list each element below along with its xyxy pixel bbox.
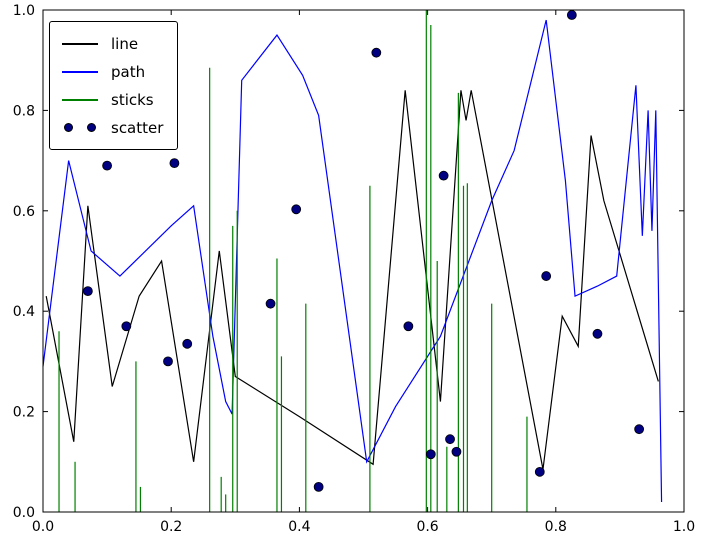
path-legend-sample: [62, 70, 98, 73]
legend-label-sticks: sticks: [111, 90, 154, 109]
svg-text:1.0: 1.0: [13, 3, 35, 19]
scatter-dot-icon: [87, 123, 96, 132]
legend-item-scatter: scatter: [62, 115, 163, 140]
legend-item-path: path: [62, 59, 163, 84]
legend-label-path: path: [111, 62, 146, 81]
svg-text:0.8: 0.8: [13, 103, 35, 119]
svg-text:0.2: 0.2: [13, 405, 35, 421]
legend: line path sticks scatter: [49, 21, 179, 150]
scatter-dot-icon: [64, 123, 73, 132]
sticks-legend-sample: [62, 98, 98, 101]
svg-text:0.8: 0.8: [545, 519, 567, 535]
legend-item-sticks: sticks: [62, 87, 163, 112]
scatter-legend-sample: [62, 123, 98, 132]
legend-label-line: line: [111, 34, 139, 53]
svg-text:0.4: 0.4: [13, 304, 35, 320]
legend-item-line: line: [62, 31, 163, 56]
line-legend-sample: [62, 42, 98, 45]
legend-label-scatter: scatter: [111, 118, 164, 137]
svg-text:1.0: 1.0: [673, 519, 695, 535]
svg-text:0.4: 0.4: [288, 519, 310, 535]
svg-text:0.2: 0.2: [160, 519, 182, 535]
svg-text:0.0: 0.0: [13, 505, 35, 521]
svg-text:0.0: 0.0: [32, 519, 54, 535]
svg-text:0.6: 0.6: [13, 204, 35, 220]
svg-text:0.6: 0.6: [416, 519, 438, 535]
